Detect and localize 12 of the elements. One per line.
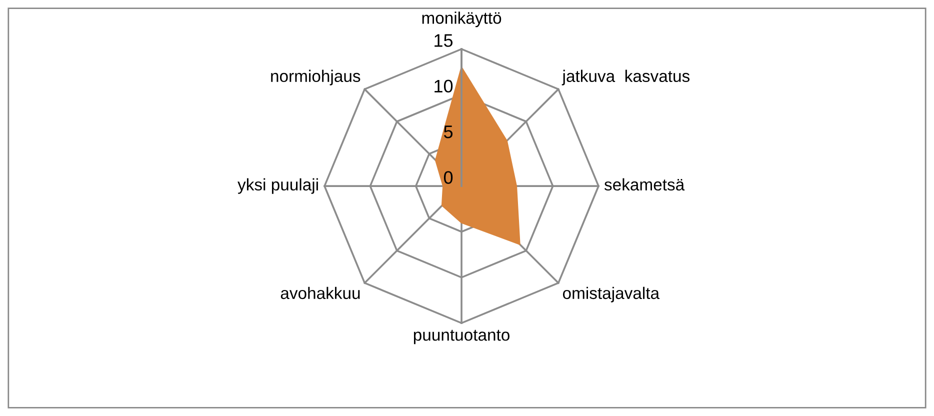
y-tick-label: 15 bbox=[434, 34, 453, 47]
spoke-label: sekametsä bbox=[604, 178, 685, 191]
spoke-label: monikäyttö bbox=[422, 12, 502, 28]
spoke-label: avohakkuu bbox=[280, 286, 360, 300]
y-tick-label: 0 bbox=[444, 171, 453, 184]
spoke-label: normiohjaus bbox=[271, 70, 360, 86]
spoke-label: puuntuotanto bbox=[414, 330, 510, 344]
spoke-label: yksi puulaji bbox=[238, 178, 318, 194]
y-tick-label: 10 bbox=[434, 80, 453, 93]
spoke-label: jatkuva kasvatus bbox=[562, 70, 690, 86]
y-tick-label: 5 bbox=[444, 126, 453, 138]
spoke-label: omistajavalta bbox=[562, 286, 660, 302]
